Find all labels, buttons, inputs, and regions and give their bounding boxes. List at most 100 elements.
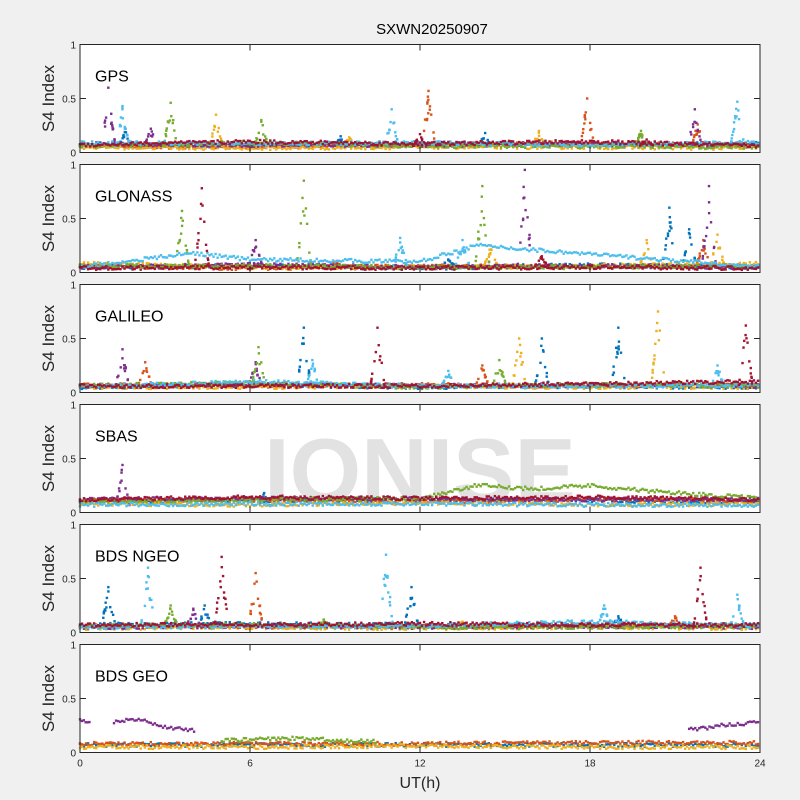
- data-point: [507, 139, 511, 143]
- data-point: [499, 142, 503, 146]
- spike-point: [701, 254, 705, 258]
- data-point: [289, 147, 292, 151]
- data-point: [364, 264, 367, 267]
- data-point: [732, 142, 735, 146]
- data-point: [572, 140, 576, 143]
- data-point: [602, 147, 606, 151]
- data-point: [426, 144, 430, 147]
- data-point: [301, 142, 304, 146]
- data-point: [548, 142, 551, 146]
- data-point: [279, 146, 282, 149]
- spike-point: [218, 135, 222, 138]
- data-point: [625, 254, 628, 257]
- data-point: [584, 142, 588, 145]
- data-point: [477, 141, 480, 144]
- data-point: [386, 260, 389, 264]
- data-point: [182, 145, 185, 149]
- data-point: [546, 146, 549, 149]
- data-point: [712, 148, 715, 151]
- data-point: [594, 145, 598, 148]
- data-point: [538, 143, 541, 146]
- spike-peak: [121, 104, 124, 108]
- data-point: [459, 143, 462, 147]
- data-point: [204, 141, 207, 144]
- data-point: [700, 143, 703, 147]
- data-point: [149, 143, 153, 147]
- data-point: [333, 144, 337, 147]
- spike-point: [645, 141, 648, 145]
- data-point: [576, 140, 580, 143]
- data-point: [117, 147, 120, 150]
- data-point: [714, 143, 717, 146]
- data-point: [111, 144, 114, 148]
- data-point: [291, 139, 294, 143]
- data-point: [487, 265, 491, 268]
- data-point: [86, 145, 90, 149]
- data-point: [228, 142, 231, 145]
- data-point: [607, 147, 610, 151]
- spike-point: [541, 139, 544, 142]
- data-point: [586, 262, 590, 265]
- data-point: [204, 143, 207, 147]
- data-point: [633, 255, 636, 258]
- data-point: [394, 265, 397, 268]
- spike-point: [304, 207, 308, 210]
- data-point: [556, 142, 559, 145]
- spike-point: [111, 126, 114, 129]
- data-point: [262, 139, 266, 142]
- data-point: [333, 147, 337, 151]
- data-point: [714, 146, 717, 149]
- data-point: [319, 141, 323, 145]
- data-point: [706, 141, 709, 144]
- data-point: [730, 143, 733, 147]
- data-point: [493, 263, 497, 267]
- data-point: [408, 145, 412, 148]
- data-point: [503, 143, 507, 146]
- data-point: [242, 144, 246, 147]
- data-point: [216, 139, 219, 142]
- data-point: [408, 142, 412, 145]
- data-point: [370, 147, 373, 151]
- data-point: [313, 260, 316, 263]
- data-point: [315, 264, 318, 268]
- data-point: [275, 148, 278, 151]
- data-point: [580, 144, 584, 148]
- data-point: [463, 145, 466, 148]
- data-point: [368, 266, 371, 269]
- data-point: [453, 141, 456, 145]
- spike-peak: [169, 101, 172, 105]
- data-point: [240, 142, 244, 145]
- data-point: [331, 141, 335, 144]
- data-point: [613, 142, 616, 145]
- data-point: [740, 140, 743, 144]
- data-point: [113, 143, 116, 146]
- data-point: [422, 263, 426, 267]
- data-point: [447, 263, 450, 267]
- data-point: [360, 263, 363, 267]
- data-point: [127, 145, 130, 149]
- data-point: [532, 144, 535, 147]
- spike-point: [523, 196, 526, 199]
- data-point: [752, 145, 756, 148]
- data-point: [578, 146, 582, 150]
- data-point: [536, 250, 539, 254]
- spike-point: [454, 262, 458, 266]
- data-point: [582, 263, 586, 266]
- data-point: [331, 263, 335, 267]
- data-point: [358, 140, 361, 144]
- spike-point: [420, 137, 424, 141]
- data-point: [242, 142, 246, 145]
- data-point: [161, 267, 165, 270]
- data-point: [226, 141, 229, 145]
- data-point: [560, 142, 563, 145]
- data-point: [744, 262, 748, 265]
- data-point: [103, 142, 106, 145]
- data-point: [226, 140, 229, 143]
- spike-point: [715, 240, 718, 244]
- data-point: [264, 141, 268, 144]
- data-point: [331, 145, 335, 148]
- data-point: [702, 143, 705, 146]
- data-point: [635, 142, 638, 146]
- data-point: [669, 262, 673, 265]
- data-point: [220, 143, 223, 146]
